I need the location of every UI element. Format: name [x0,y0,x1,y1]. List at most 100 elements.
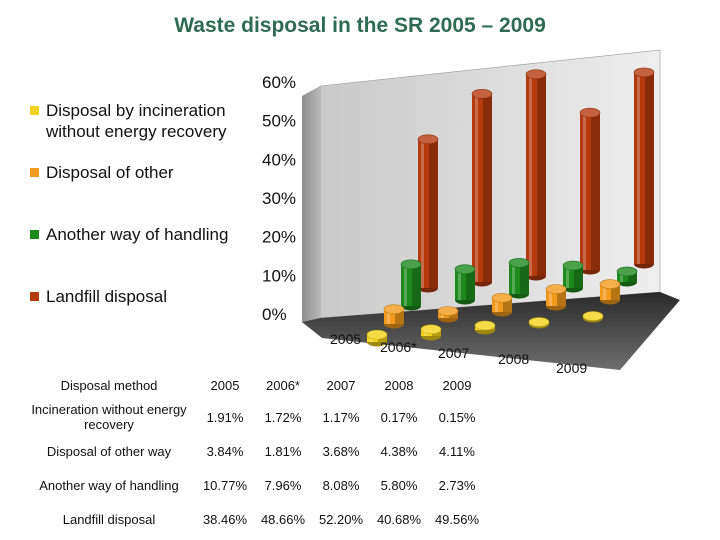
table-header-cell: 2006* [266,377,300,393]
y-tick-label: 20% [262,228,296,247]
table-cell: 1.91% [206,409,244,425]
bar-highlight [583,112,586,270]
y-tick-label: 30% [262,189,296,208]
legend-label-another: Another way of handling [46,225,229,244]
bar-shadow [503,297,512,312]
bar-2-1 [454,264,476,305]
legend-item-incineration: Disposal by incineration without energy … [30,100,260,142]
table-cell: 0.17% [380,409,418,425]
table-header-cell: Disposal method [60,377,158,393]
table-row: Another way of handling 10.77% 7.96% 8.08% 5… [26,468,486,502]
legend-item-another: Another way of handling [30,224,260,245]
bar-body [617,271,637,282]
table-row-label: Incineration without energy recovery [31,402,187,432]
chart-title: Waste disposal in the SR 2005 – 2009 [174,14,546,37]
bar-shadow [557,289,566,306]
bar-top [400,259,422,270]
bar-0-4 [582,311,604,323]
bar-highlight [404,264,407,306]
table-cell: 8.08% [322,477,360,493]
bar-shadow [611,284,620,300]
bar-top [528,317,550,327]
bar-top [508,257,530,268]
legend-item-other: Disposal of other [30,162,260,183]
table-header-cell: 2007 [326,377,356,393]
chart-plot: 0%10%20%30%40%50%60% 2005 2006* 2007 200820… [262,49,680,376]
bar-top [383,304,405,314]
bar-top [417,134,439,145]
legend-item-landfill: Landfill disposal [30,286,260,307]
x-tick-label: 2009 [556,360,587,376]
bar-top [474,320,496,331]
bar-1-0 [383,304,405,329]
bar-shadow [645,72,654,264]
table-cell: 2.73% [438,477,476,493]
table-cell: 3.68% [322,443,360,459]
bar-1-3 [545,284,567,311]
bar-2-0 [400,259,422,311]
bar-shadow [429,139,438,288]
x-axis-tick-labels: 2005 2006* 2007 2008 2009 [330,331,587,376]
bar-2-2 [508,257,530,299]
side-wall [302,86,320,322]
chart-bars [366,67,655,347]
bar-highlight [620,271,623,282]
bar-3-3 [579,107,601,275]
table-cell: 1.72% [264,409,302,425]
table-cell: 5.80% [380,477,418,493]
bar-highlight [387,309,390,324]
table-cell: 1.17% [322,409,360,425]
bar-highlight [475,93,478,283]
bar-1-1 [437,306,459,323]
table-cell: 10.77% [202,477,248,493]
bar-shadow [483,93,492,283]
bar-shadow [520,262,529,294]
legend-swatch-another [30,230,39,239]
table-cell: 1.81% [264,443,302,459]
bar-highlight [458,269,461,300]
table-row: Landfill disposal 38.46% 48.66% 52.20% 40.68… [26,502,486,536]
y-tick-label: 10% [262,266,296,285]
bar-shadow [466,269,475,300]
bar-2-3 [562,260,584,293]
table-cell: 38.46% [202,511,248,527]
table-row-label: Landfill disposal [62,511,156,527]
legend-label-landfill: Landfill disposal [46,287,167,306]
bar-3-1 [471,89,493,287]
bar-0-3 [528,317,550,329]
bar-3-0 [417,134,439,293]
bar-top [525,69,547,79]
bar-top [420,324,442,335]
bar-top [582,311,604,321]
y-tick-label: 40% [262,150,296,169]
bar-highlight [495,297,498,312]
legend-label-other: Disposal of other [46,163,174,182]
bar-highlight [566,265,569,288]
bar-top [437,306,459,316]
table-cell: 7.96% [264,477,302,493]
bar-highlight [421,139,424,288]
table-header-row: Disposal method 2005 2006* 2007 2008 2009 [26,370,486,400]
bar-highlight [549,289,552,306]
bar-top [579,107,601,118]
y-tick-label: 60% [262,73,296,92]
bar-2-4 [616,266,638,287]
bar-top [545,284,567,294]
bar-top [491,292,513,303]
bar-3-4 [633,67,655,269]
bar-3-2 [525,69,547,281]
data-table: Disposal method 2005 2006* 2007 2008 2009 Inci… [26,370,486,536]
legend-swatch-other [30,168,39,177]
bar-top [599,279,621,289]
bar-highlight [529,74,532,276]
y-axis-tick-labels: 0% 10% 20% 30% 40% 50% 60% [262,73,296,324]
bar-highlight [603,284,606,300]
y-tick-label: 0% [262,305,287,324]
table-row: Disposal of other way 3.84% 1.81% 3.68% 4.38… [26,434,486,468]
bar-shadow [591,112,600,270]
bar-shadow [412,264,421,306]
table-row: Incineration without energy recovery 1.91… [26,400,486,434]
bar-top [633,67,655,78]
table-cell: 4.11% [439,443,475,459]
x-tick-label: 2006* [380,339,417,355]
